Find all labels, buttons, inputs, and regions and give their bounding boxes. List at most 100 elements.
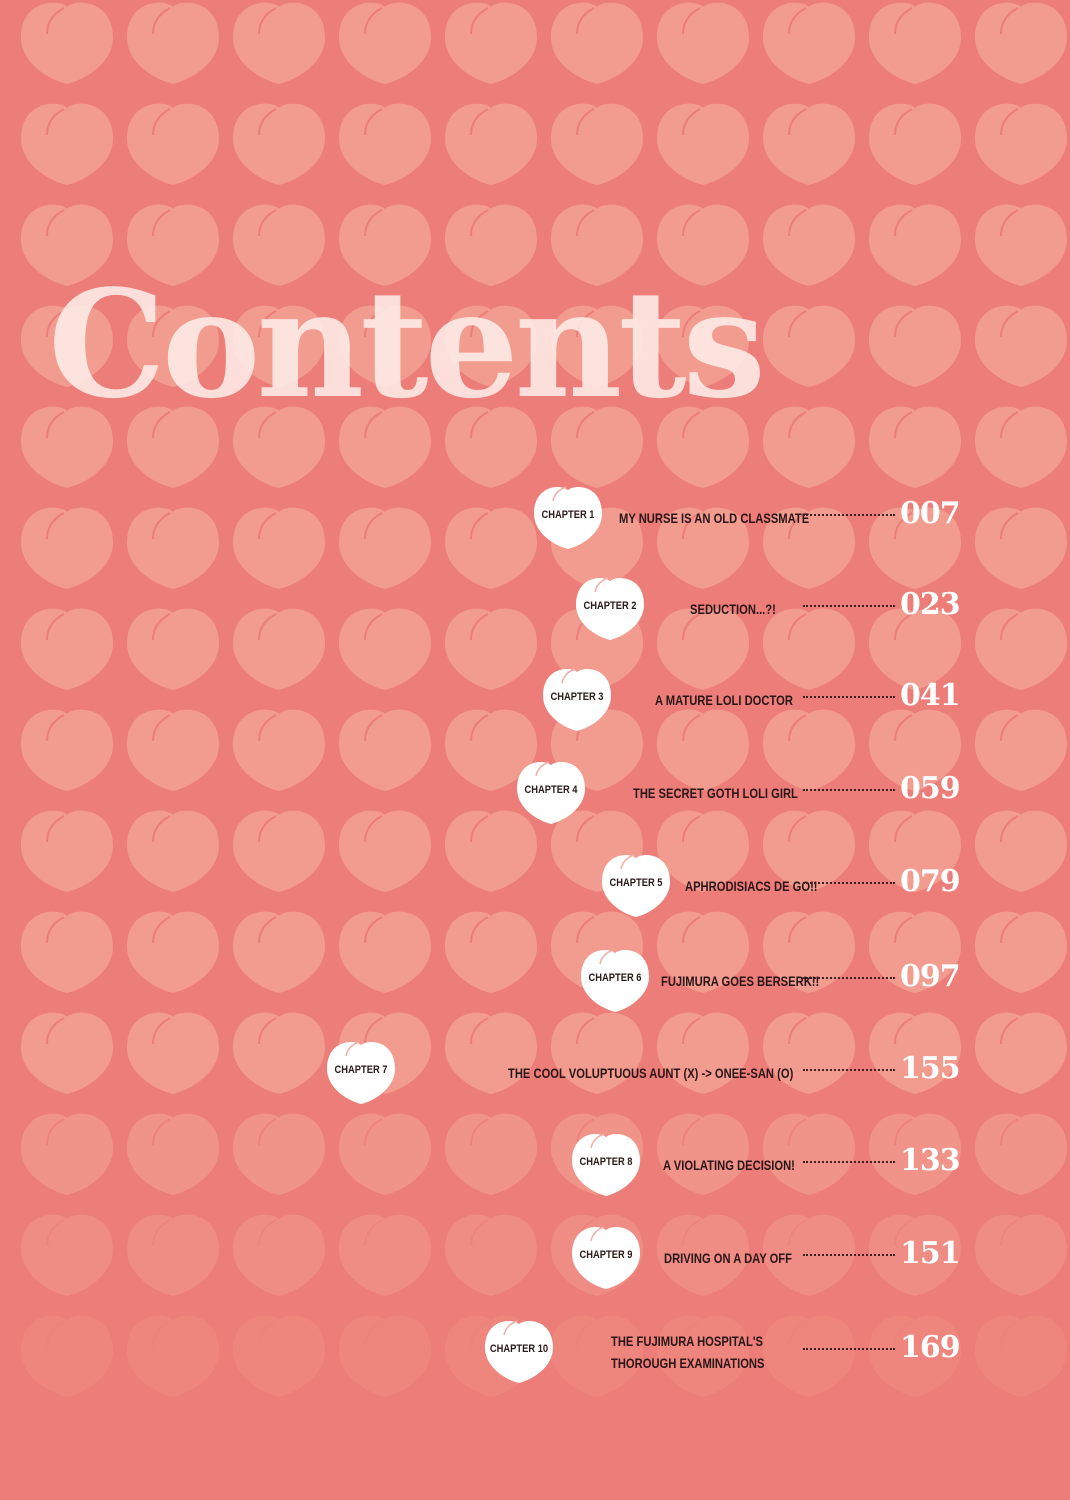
- peach-icon: [339, 608, 431, 690]
- peach-crease: [788, 1320, 807, 1348]
- leader-dots: [803, 882, 895, 884]
- peach-crease: [470, 1320, 489, 1348]
- peach-crease: [576, 209, 595, 237]
- peach-crease: [576, 1017, 595, 1045]
- peach-crease: [364, 1118, 383, 1146]
- chapter-label: CHAPTER 2: [583, 600, 637, 612]
- peach-icon: [869, 709, 961, 791]
- leader-dots: [803, 1161, 895, 1163]
- peach-crease: [894, 613, 913, 641]
- peach-icon: [975, 2, 1067, 84]
- peach-icon: [657, 911, 749, 993]
- chapter-row[interactable]: CHAPTER 4 THE SECRET GOTH LOLI GIRL 059: [0, 761, 1070, 871]
- peach-icon: [551, 204, 643, 286]
- peach-crease: [470, 613, 489, 641]
- peach-icon: [869, 406, 961, 488]
- peach-crease: [1000, 815, 1019, 843]
- peach-crease: [1000, 1017, 1019, 1045]
- peach-crease: [788, 714, 807, 742]
- peach-icon: [339, 204, 431, 286]
- chapter-row[interactable]: CHAPTER 6 FUJIMURA GOES BERSERK!! 097: [0, 949, 1070, 1059]
- chapter-row[interactable]: CHAPTER 9 DRIVING ON A DAY OFF 151: [0, 1226, 1070, 1336]
- chapter-label: CHAPTER 3: [550, 691, 604, 703]
- peach-crease: [1000, 714, 1019, 742]
- peach-crease: [152, 714, 171, 742]
- chapter-badge: CHAPTER 8: [571, 1130, 641, 1196]
- peach-icon: [21, 507, 113, 589]
- peach-crease: [152, 512, 171, 540]
- chapter-title: FUJIMURA GOES BERSERK!!: [661, 970, 819, 992]
- peach-icon: [657, 709, 749, 791]
- peach-icon: [339, 507, 431, 589]
- peach-crease: [682, 1017, 701, 1045]
- peach-crease: [894, 310, 913, 338]
- chapter-title-text: DRIVING ON A DAY OFF: [664, 1250, 792, 1266]
- peach-crease: [364, 1320, 383, 1348]
- chapter-row[interactable]: CHAPTER 2 SEDUCTION...?! 023: [0, 577, 1070, 687]
- peach-crease: [470, 1017, 489, 1045]
- peach-crease: [894, 512, 913, 540]
- peach-icon: [233, 1012, 325, 1094]
- chapter-row[interactable]: CHAPTER 1 MY NURSE IS AN OLD CLASSMATE 0…: [0, 486, 1070, 596]
- peach-icon: [657, 507, 749, 589]
- chapter-title-text: FUJIMURA GOES BERSERK!!: [661, 973, 820, 989]
- peach-crease: [894, 7, 913, 35]
- peach-icon: [763, 1113, 855, 1195]
- peach-crease: [894, 411, 913, 439]
- peach-icon: [445, 103, 537, 185]
- peach-icon: [339, 1315, 431, 1397]
- peach-icon: [445, 406, 537, 488]
- leader-dots: [803, 605, 895, 607]
- peach-crease: [788, 7, 807, 35]
- peach-crease: [682, 613, 701, 641]
- peach-crease: [894, 714, 913, 742]
- peach-crease: [576, 108, 595, 136]
- leader-dots: [803, 977, 895, 979]
- peach-crease: [152, 7, 171, 35]
- peach-icon: [975, 1113, 1067, 1195]
- page-number: 133: [900, 1143, 961, 1178]
- peach-crease: [46, 1320, 65, 1348]
- page-number: 079: [900, 864, 961, 899]
- peach-icon: [551, 2, 643, 84]
- peach-icon: [657, 810, 749, 892]
- peach-icon: [21, 1214, 113, 1296]
- peach-badge-icon: [602, 854, 670, 917]
- peach-icon: [869, 1214, 961, 1296]
- peach-crease: [470, 1219, 489, 1247]
- chapter-title: THE SECRET GOTH LOLI GIRL: [633, 782, 798, 804]
- peach-crease: [46, 7, 65, 35]
- peach-icon: [21, 911, 113, 993]
- peach-icon: [551, 305, 643, 387]
- peach-crease: [470, 714, 489, 742]
- peach-icon: [233, 103, 325, 185]
- peach-icon: [763, 709, 855, 791]
- peach-icon: [339, 1214, 431, 1296]
- peach-crease: [152, 108, 171, 136]
- peach-crease: [364, 108, 383, 136]
- peach-crease: [788, 916, 807, 944]
- peach-crease: [364, 310, 383, 338]
- peach-crease: [788, 209, 807, 237]
- peach-icon: [339, 911, 431, 993]
- peach-icon: [869, 810, 961, 892]
- chapter-row[interactable]: CHAPTER 10 THE FUJIMURA HOSPITAL'S THOROU…: [0, 1320, 1070, 1430]
- peach-icon: [127, 204, 219, 286]
- peach-icon: [21, 406, 113, 488]
- peach-crease: [152, 209, 171, 237]
- peach-crease: [470, 7, 489, 35]
- peach-icon: [445, 1113, 537, 1195]
- peach-crease: [788, 613, 807, 641]
- peach-icon: [975, 911, 1067, 993]
- page-number: 023: [900, 587, 961, 622]
- chapter-row[interactable]: CHAPTER 3 A MATURE LOLI DOCTOR 041: [0, 668, 1070, 778]
- chapter-row[interactable]: CHAPTER 8 A VIOLATING DECISION! 133: [0, 1133, 1070, 1243]
- peach-crease: [894, 1118, 913, 1146]
- chapter-badge: CHAPTER 4: [516, 758, 586, 824]
- peach-icon: [233, 709, 325, 791]
- peach-crease: [576, 815, 595, 843]
- chapter-row[interactable]: CHAPTER 7 THE COOL VOLUPTUOUS AUNT (X) -…: [0, 1041, 1070, 1151]
- chapter-row[interactable]: CHAPTER 5 APHRODISIACS DE GO!! 079: [0, 854, 1070, 964]
- peach-icon: [233, 406, 325, 488]
- peach-icon: [339, 305, 431, 387]
